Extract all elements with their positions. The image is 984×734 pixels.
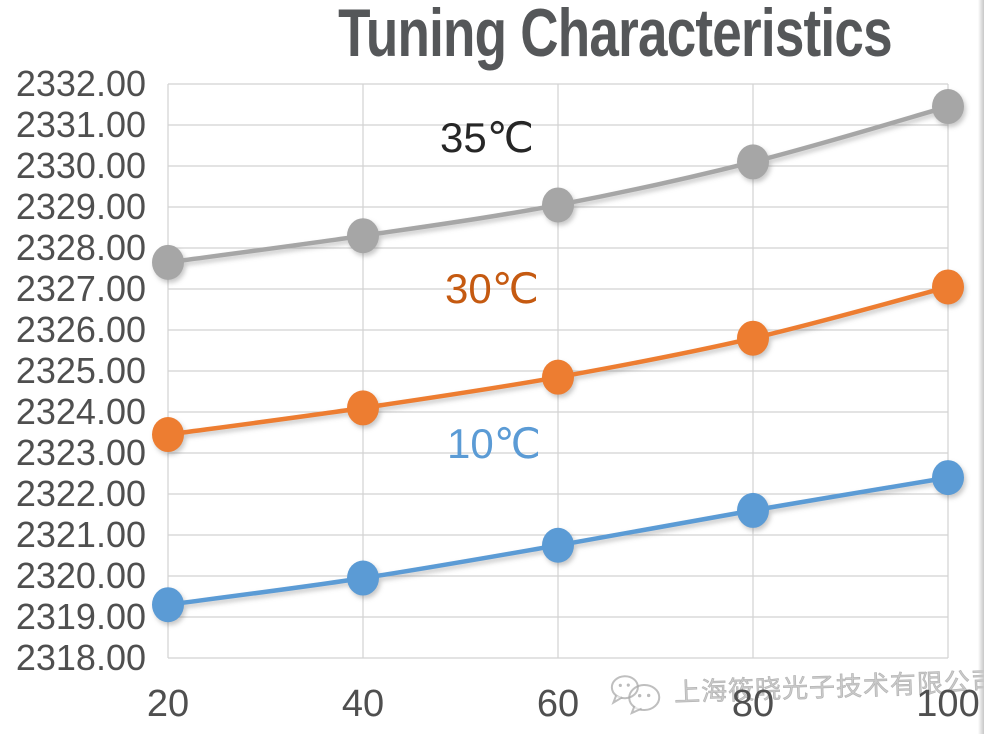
series-2-group [152,269,964,453]
data-point-3-100 [932,460,964,496]
y-tick-label: 2332.00 [16,63,146,104]
data-point-1-80 [737,144,769,180]
series-label-3: 10℃ [447,420,541,467]
y-tick-label: 2323.00 [16,432,146,473]
data-point-3-80 [737,492,769,528]
y-tick-label: 2328.00 [16,227,146,268]
data-point-2-80 [737,320,769,356]
wechat-icon [610,675,661,715]
chart-title: Tuning Characteristics [338,0,892,71]
data-point-3-20 [152,587,184,623]
data-point-2-40 [347,390,379,426]
y-tick-label: 2325.00 [16,350,146,391]
right-edge-shadow [978,0,984,734]
y-tick-label: 2318.00 [16,637,146,678]
series-label-1: 35℃ [440,114,534,161]
watermark: 上海筱晓光子技术有限公司 [607,659,984,717]
x-tick-label: 40 [342,683,384,725]
data-point-1-40 [347,218,379,254]
y-tick-label: 2331.00 [16,104,146,145]
data-point-3-60 [542,527,574,563]
data-point-1-60 [542,187,574,223]
data-point-2-20 [152,417,184,453]
y-tick-label: 2321.00 [16,514,146,555]
y-tick-label: 2329.00 [16,186,146,227]
x-tick-label: 80 [732,683,774,725]
series-label-2: 30℃ [445,265,539,312]
y-tick-label: 2327.00 [16,268,146,309]
x-tick-label: 20 [147,683,189,725]
x-tick-label: 60 [537,683,579,725]
data-point-1-100 [932,89,964,125]
y-tick-label: 2320.00 [16,555,146,596]
series-3-group [152,460,964,623]
data-point-2-60 [542,359,574,395]
data-point-1-20 [152,244,184,280]
y-tick-label: 2322.00 [16,473,146,514]
x-tick-label: 100 [916,683,979,725]
data-point-2-100 [932,269,964,305]
y-tick-label: 2319.00 [16,596,146,637]
series-1-group [152,89,964,280]
y-tick-label: 2324.00 [16,391,146,432]
y-tick-label: 2330.00 [16,145,146,186]
y-tick-label: 2326.00 [16,309,146,350]
data-point-3-40 [347,560,379,596]
